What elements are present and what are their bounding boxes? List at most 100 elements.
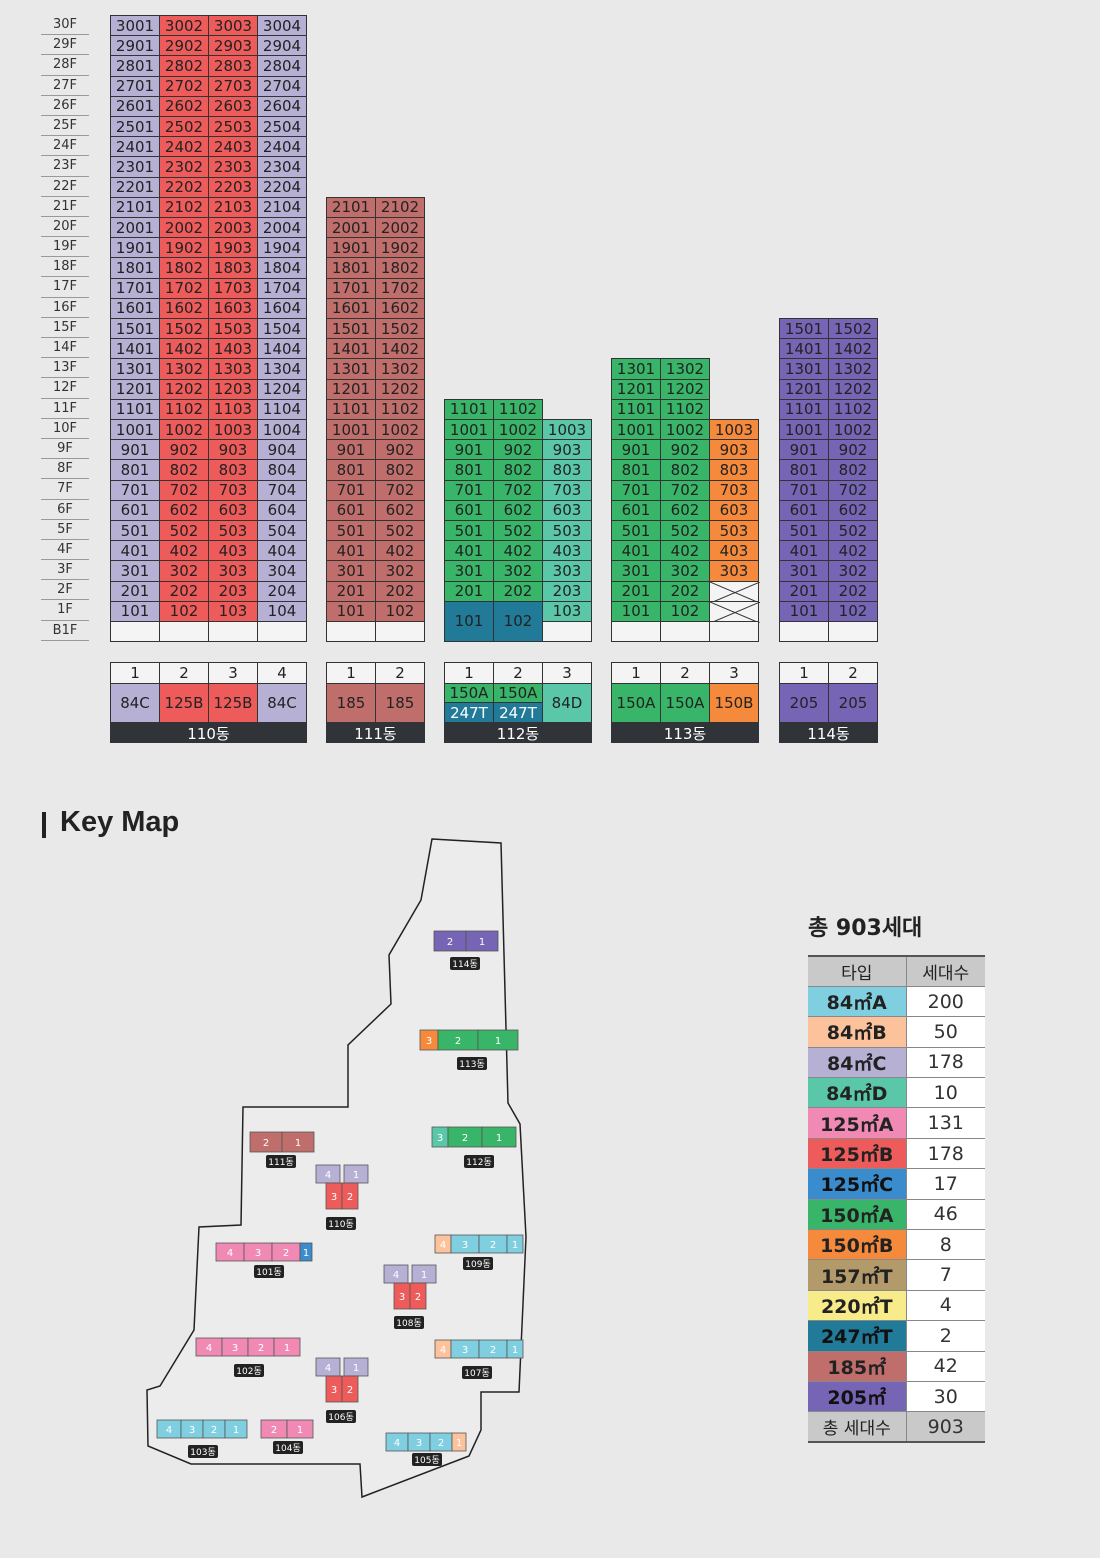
- building-name: 110동: [110, 723, 307, 743]
- basement-cell: [257, 621, 307, 643]
- unit-cell: 701: [326, 479, 376, 501]
- line-number: 1: [110, 662, 160, 684]
- unit-cell: 803: [542, 459, 592, 481]
- unit-cell: 1201: [611, 378, 661, 400]
- type-cell: 84㎡C: [808, 1047, 906, 1079]
- unit-cell: 1902: [375, 237, 425, 259]
- unit-cell: 2603: [208, 95, 258, 117]
- unit-cell: 2403: [208, 136, 258, 158]
- line-type: 185: [375, 683, 425, 723]
- unit-cell: 1802: [375, 257, 425, 279]
- unit-cell: 201: [444, 580, 494, 602]
- unit-cell: 1202: [828, 378, 878, 400]
- map-building-label: 114동: [452, 959, 477, 970]
- map-unit-number: 2: [271, 1425, 277, 1436]
- type-row: 84㎡C 178: [808, 1047, 985, 1079]
- unit-cell: 1703: [208, 277, 258, 299]
- map-building-label-bg: [394, 1316, 424, 1329]
- line-number: 2: [828, 662, 878, 684]
- line-type: 125B: [159, 683, 209, 723]
- map-unit-number: 1: [297, 1425, 303, 1436]
- map-unit-number: 2: [283, 1248, 289, 1259]
- unit-cell: 703: [542, 479, 592, 501]
- line-type: 150A: [493, 683, 543, 703]
- map-unit: [273, 1337, 301, 1357]
- header-count: 세대수: [905, 954, 985, 987]
- map-unit-number: 3: [331, 1385, 337, 1396]
- unit-cell: 1701: [326, 277, 376, 299]
- type-row: 150㎡A 46: [808, 1199, 985, 1231]
- floor-label: 9F: [41, 439, 89, 460]
- map-unit-number: 2: [490, 1345, 496, 1356]
- unit-cell: 1103: [208, 398, 258, 420]
- unit-cell: 1401: [779, 338, 829, 360]
- unit-cell: 1201: [779, 378, 829, 400]
- map-unit-number: 1: [353, 1363, 359, 1374]
- floor-label: 21F: [41, 197, 89, 217]
- unit-cell: 1101: [326, 398, 376, 420]
- unit-cell: 1404: [257, 338, 307, 360]
- unit-cell: 2203: [208, 176, 258, 198]
- unit-cell: 403: [208, 540, 258, 562]
- map-building-label-bg: [463, 1257, 493, 1270]
- unit-cell: 2002: [375, 217, 425, 239]
- unit-cell: 1301: [779, 358, 829, 380]
- unit-cell: 1101: [779, 398, 829, 420]
- map-unit-number: 2: [490, 1240, 496, 1251]
- line-number: 1: [326, 662, 376, 684]
- unit-cell: 803: [709, 459, 759, 481]
- unit-cell: 201: [326, 580, 376, 602]
- unit-cell: 401: [110, 540, 160, 562]
- type-row: 125㎡A 131: [808, 1107, 985, 1139]
- unit-cell: 101: [611, 600, 661, 622]
- unit-cell: 1003: [709, 419, 759, 441]
- map-unit-number: 1: [353, 1170, 359, 1181]
- unit-cell: 2804: [257, 55, 307, 77]
- unit-cell: 901: [611, 439, 661, 461]
- unit-cell: 1402: [828, 338, 878, 360]
- unit-cell: 1304: [257, 358, 307, 380]
- map-unit-number: 4: [325, 1363, 331, 1374]
- unit-cell: 1501: [326, 318, 376, 340]
- floor-label: 11F: [41, 399, 89, 419]
- unit-cell: 1502: [828, 318, 878, 340]
- unit-cell: 503: [542, 520, 592, 542]
- unit-cell: 2703: [208, 75, 258, 97]
- building-name: 111동: [326, 723, 425, 743]
- basement-cell: [110, 621, 160, 643]
- unit-cell: 902: [660, 439, 710, 461]
- basement-cell: [542, 621, 592, 643]
- unit-cell: 801: [326, 459, 376, 481]
- unit-cell: 2304: [257, 156, 307, 178]
- line-type: 185: [326, 683, 376, 723]
- unit-cell: 2002: [159, 217, 209, 239]
- floor-label: 6F: [41, 500, 89, 520]
- unit-cell: 304: [257, 560, 307, 582]
- floor-label: 18F: [41, 257, 89, 278]
- map-building-label-bg: [462, 1366, 492, 1379]
- unit-cell: 1303: [208, 358, 258, 380]
- map-unit-number: 3: [426, 1036, 432, 1047]
- unit-cell: 1101: [110, 398, 160, 420]
- unit-cell: 1001: [326, 419, 376, 441]
- unit-cell: 2504: [257, 116, 307, 138]
- unit-cell: 702: [159, 479, 209, 501]
- map-building-label-bg: [326, 1217, 356, 1230]
- unit-cell: 2704: [257, 75, 307, 97]
- count-cell: 7: [905, 1259, 985, 1291]
- type-cell: 125㎡B: [808, 1138, 906, 1170]
- unit-cell: 1601: [110, 297, 160, 319]
- type-cell: 185㎡: [808, 1351, 906, 1382]
- map-building-label: 103동: [190, 1447, 215, 1458]
- map-building-label-bg: [457, 1057, 487, 1070]
- count-cell: 10: [905, 1077, 985, 1109]
- unit-cell: 202: [828, 580, 878, 602]
- unit-cell: 601: [611, 499, 661, 521]
- map-unit: [477, 1029, 519, 1051]
- unit-cell: 302: [828, 560, 878, 582]
- total-row: 총 세대수 903: [808, 1411, 985, 1444]
- unit-cell: 1401: [326, 338, 376, 360]
- map-unit-number: 4: [325, 1170, 331, 1181]
- unit-cell: 1402: [159, 338, 209, 360]
- unit-cell: 1803: [208, 257, 258, 279]
